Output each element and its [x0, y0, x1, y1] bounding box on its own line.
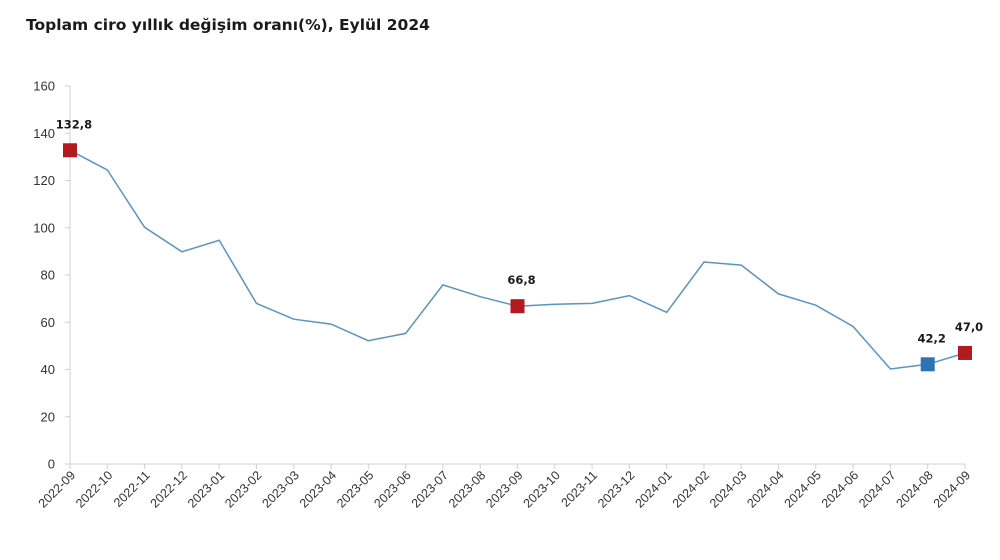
x-tick-label: 2023-06: [371, 468, 413, 510]
x-tick-label: 2023-05: [334, 468, 376, 510]
x-tick-label: 2022-10: [73, 468, 115, 510]
y-tick-label: 80: [41, 268, 55, 283]
x-tick-label: 2024-05: [782, 468, 824, 510]
x-tick-label: 2024-03: [707, 468, 749, 510]
y-tick-label: 60: [41, 315, 55, 330]
x-axis-ticks: 2022-092022-102022-112022-122023-012023-…: [36, 464, 973, 511]
data-label: 47,0: [955, 320, 983, 334]
x-tick-label: 2023-02: [222, 468, 264, 510]
series-line: [69, 149, 966, 370]
x-tick-label: 2023-08: [446, 468, 488, 510]
y-axis-ticks: 0 20 40 60 80 100 120 140 160: [33, 79, 70, 472]
x-tick-label: 2024-01: [632, 468, 674, 510]
x-tick-label: 2022-11: [111, 468, 153, 510]
x-tick-label: 2023-03: [260, 468, 302, 510]
data-point-marker: [63, 143, 77, 158]
x-tick-label: 2022-09: [36, 468, 78, 510]
x-tick-label: 2024-06: [819, 468, 861, 510]
x-tick-label: 2023-04: [297, 468, 339, 510]
data-point-marker: [510, 299, 525, 314]
y-tick-label: 100: [33, 220, 55, 235]
x-tick-label: 2023-12: [595, 468, 637, 510]
x-tick-label: 2022-12: [148, 468, 190, 510]
data-labels: 132,8 66,8 42,2 47,0: [56, 117, 983, 345]
x-tick-label: 2023-11: [559, 468, 601, 510]
data-point-marker: [958, 345, 972, 360]
data-label: 132,8: [56, 117, 92, 131]
data-label: 66,8: [507, 273, 535, 287]
x-tick-label: 2023-01: [185, 468, 227, 510]
y-tick-label: 0: [48, 457, 55, 472]
y-tick-label: 120: [33, 173, 55, 188]
x-tick-label: 2024-07: [856, 468, 898, 510]
data-point-marker: [920, 357, 935, 372]
highlight-markers: [63, 143, 972, 372]
x-tick-label: 2023-09: [483, 468, 525, 510]
x-tick-label: 2023-07: [409, 468, 451, 510]
series-group: [69, 149, 966, 370]
x-tick-label: 2024-04: [744, 468, 786, 510]
chart-title: Toplam ciro yıllık değişim oranı(%), Eyl…: [26, 16, 430, 34]
x-tick-label: 2023-10: [521, 468, 563, 510]
x-tick-label: 2024-02: [670, 468, 712, 510]
y-tick-label: 160: [33, 79, 55, 94]
data-label: 42,2: [918, 331, 946, 345]
y-tick-label: 40: [41, 362, 55, 377]
x-tick-label: 2024-09: [931, 468, 973, 510]
y-tick-label: 140: [33, 126, 55, 141]
y-tick-label: 20: [41, 409, 55, 424]
x-tick-label: 2024-08: [893, 468, 935, 510]
